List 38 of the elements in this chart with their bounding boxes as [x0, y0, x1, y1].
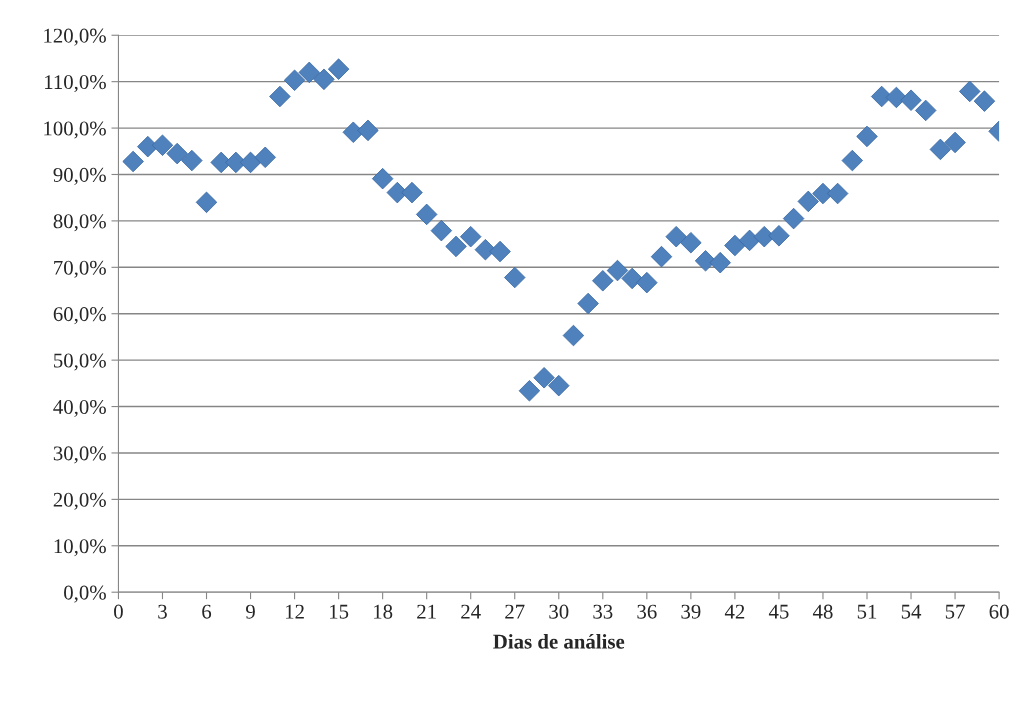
x-tick-label: 3	[158, 604, 167, 619]
y-tick-label: 60,0%	[53, 307, 106, 325]
x-tick-label: 21	[417, 604, 436, 619]
x-tick-label: 15	[330, 604, 349, 619]
point	[562, 324, 585, 347]
x-axis-title: Dias de análise	[493, 633, 625, 649]
y-tick-label: 70,0%	[54, 260, 106, 278]
y-tick-label: 120,0%	[44, 28, 106, 46]
x-tick-label: 42	[724, 604, 745, 619]
y-tick-label: 100,0%	[44, 121, 106, 139]
x-tick-label: 27	[505, 604, 525, 619]
y-tick-label: 0,0%	[64, 585, 106, 603]
x-tick-label: 54	[901, 604, 922, 619]
x-tick-label: 0	[114, 604, 123, 619]
x-tick-label: 51	[857, 604, 877, 619]
point	[841, 149, 864, 172]
y-tick-label: 80,0%	[53, 214, 106, 232]
x-tick-label: 18	[374, 604, 393, 619]
x-tick-label: 60	[989, 604, 1009, 619]
x-tick-label: 39	[681, 604, 701, 619]
x-tick-label: 36	[637, 604, 657, 619]
y-tick-label: 110,0%	[45, 75, 106, 93]
x-tick-label: 45	[768, 604, 789, 619]
y-tick-label: 50,0%	[54, 353, 106, 371]
y-tick-label: 30,0%	[53, 446, 106, 464]
point	[415, 203, 438, 226]
x-tick-label: 12	[286, 604, 304, 619]
y-tick-label: 10,0%	[54, 539, 106, 557]
x-tick-label: 48	[812, 604, 833, 619]
y-tick-label: 90,0%	[53, 167, 106, 185]
y-tick-label: 40,0%	[53, 399, 106, 417]
x-tick-label: 6	[202, 604, 212, 619]
x-tick-label: 57	[945, 604, 965, 619]
x-tick-label: 9	[246, 604, 255, 619]
x-tick-label: 30	[549, 604, 569, 619]
x-tick-label: 33	[593, 604, 613, 619]
y-tick-label: 20,0%	[53, 492, 106, 510]
x-tick-label: 24	[461, 604, 481, 619]
